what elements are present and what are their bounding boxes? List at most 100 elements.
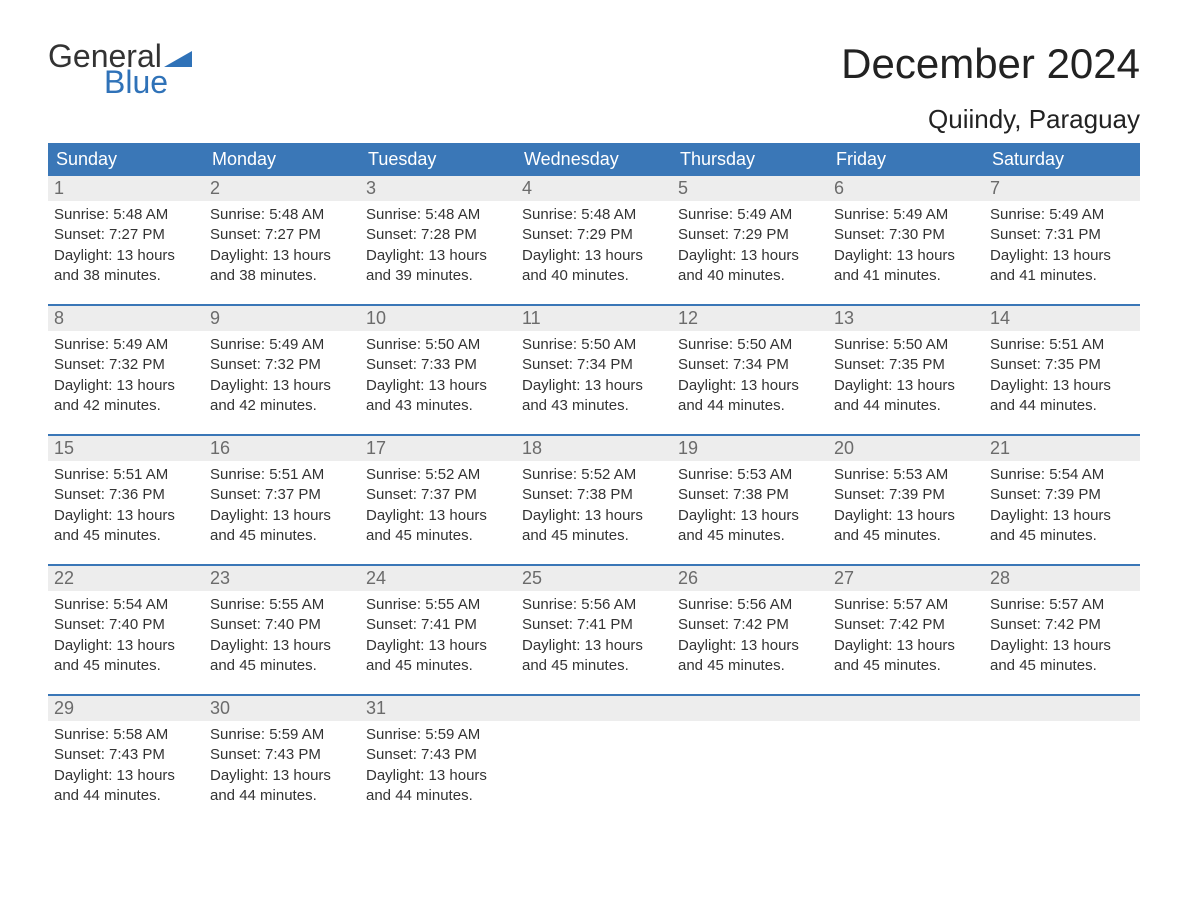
week-row: 29Sunrise: 5:58 AMSunset: 7:43 PMDayligh… [48, 694, 1140, 812]
day-number: 22 [48, 566, 204, 591]
day-body: Sunrise: 5:57 AMSunset: 7:42 PMDaylight:… [984, 591, 1140, 682]
day-body: Sunrise: 5:50 AMSunset: 7:34 PMDaylight:… [516, 331, 672, 422]
calendar-day: 21Sunrise: 5:54 AMSunset: 7:39 PMDayligh… [984, 436, 1140, 552]
weekday-tuesday: Tuesday [360, 143, 516, 176]
day-number [828, 696, 984, 721]
day-number: 2 [204, 176, 360, 201]
day-body [828, 721, 984, 731]
calendar-day: 5Sunrise: 5:49 AMSunset: 7:29 PMDaylight… [672, 176, 828, 292]
day-body: Sunrise: 5:48 AMSunset: 7:29 PMDaylight:… [516, 201, 672, 292]
day-number: 31 [360, 696, 516, 721]
weekday-monday: Monday [204, 143, 360, 176]
day-body: Sunrise: 5:56 AMSunset: 7:41 PMDaylight:… [516, 591, 672, 682]
day-number: 27 [828, 566, 984, 591]
logo: General Blue [48, 40, 192, 98]
day-body [984, 721, 1140, 731]
calendar-day: 20Sunrise: 5:53 AMSunset: 7:39 PMDayligh… [828, 436, 984, 552]
day-body: Sunrise: 5:50 AMSunset: 7:33 PMDaylight:… [360, 331, 516, 422]
day-number: 28 [984, 566, 1140, 591]
day-number: 10 [360, 306, 516, 331]
weekday-saturday: Saturday [984, 143, 1140, 176]
calendar-day: 23Sunrise: 5:55 AMSunset: 7:40 PMDayligh… [204, 566, 360, 682]
calendar-day: 8Sunrise: 5:49 AMSunset: 7:32 PMDaylight… [48, 306, 204, 422]
day-body: Sunrise: 5:57 AMSunset: 7:42 PMDaylight:… [828, 591, 984, 682]
day-number: 21 [984, 436, 1140, 461]
weekday-header-row: SundayMondayTuesdayWednesdayThursdayFrid… [48, 143, 1140, 176]
day-number: 19 [672, 436, 828, 461]
calendar-day: 26Sunrise: 5:56 AMSunset: 7:42 PMDayligh… [672, 566, 828, 682]
day-body [672, 721, 828, 731]
calendar-day: 22Sunrise: 5:54 AMSunset: 7:40 PMDayligh… [48, 566, 204, 682]
day-body: Sunrise: 5:48 AMSunset: 7:27 PMDaylight:… [204, 201, 360, 292]
day-number: 5 [672, 176, 828, 201]
calendar-day: 28Sunrise: 5:57 AMSunset: 7:42 PMDayligh… [984, 566, 1140, 682]
day-number: 30 [204, 696, 360, 721]
day-body: Sunrise: 5:51 AMSunset: 7:37 PMDaylight:… [204, 461, 360, 552]
calendar-day: 11Sunrise: 5:50 AMSunset: 7:34 PMDayligh… [516, 306, 672, 422]
calendar-day: 7Sunrise: 5:49 AMSunset: 7:31 PMDaylight… [984, 176, 1140, 292]
day-number: 13 [828, 306, 984, 331]
week-row: 22Sunrise: 5:54 AMSunset: 7:40 PMDayligh… [48, 564, 1140, 682]
day-number: 9 [204, 306, 360, 331]
calendar-day: 16Sunrise: 5:51 AMSunset: 7:37 PMDayligh… [204, 436, 360, 552]
calendar-day: 29Sunrise: 5:58 AMSunset: 7:43 PMDayligh… [48, 696, 204, 812]
day-body: Sunrise: 5:54 AMSunset: 7:40 PMDaylight:… [48, 591, 204, 682]
day-body: Sunrise: 5:49 AMSunset: 7:31 PMDaylight:… [984, 201, 1140, 292]
day-body: Sunrise: 5:51 AMSunset: 7:36 PMDaylight:… [48, 461, 204, 552]
location-subtitle: Quiindy, Paraguay [48, 104, 1140, 135]
calendar-day: 31Sunrise: 5:59 AMSunset: 7:43 PMDayligh… [360, 696, 516, 812]
day-number: 8 [48, 306, 204, 331]
day-number: 11 [516, 306, 672, 331]
calendar-day: 25Sunrise: 5:56 AMSunset: 7:41 PMDayligh… [516, 566, 672, 682]
calendar-day: 13Sunrise: 5:50 AMSunset: 7:35 PMDayligh… [828, 306, 984, 422]
day-body: Sunrise: 5:56 AMSunset: 7:42 PMDaylight:… [672, 591, 828, 682]
day-number: 23 [204, 566, 360, 591]
logo-text-blue: Blue [104, 66, 192, 98]
calendar-day: 2Sunrise: 5:48 AMSunset: 7:27 PMDaylight… [204, 176, 360, 292]
day-body: Sunrise: 5:50 AMSunset: 7:35 PMDaylight:… [828, 331, 984, 422]
calendar-day: 6Sunrise: 5:49 AMSunset: 7:30 PMDaylight… [828, 176, 984, 292]
day-body: Sunrise: 5:53 AMSunset: 7:38 PMDaylight:… [672, 461, 828, 552]
day-body: Sunrise: 5:49 AMSunset: 7:29 PMDaylight:… [672, 201, 828, 292]
calendar-day: 9Sunrise: 5:49 AMSunset: 7:32 PMDaylight… [204, 306, 360, 422]
logo-flag-icon [164, 49, 192, 67]
weekday-friday: Friday [828, 143, 984, 176]
week-row: 15Sunrise: 5:51 AMSunset: 7:36 PMDayligh… [48, 434, 1140, 552]
day-body: Sunrise: 5:53 AMSunset: 7:39 PMDaylight:… [828, 461, 984, 552]
day-body: Sunrise: 5:51 AMSunset: 7:35 PMDaylight:… [984, 331, 1140, 422]
calendar-day: 12Sunrise: 5:50 AMSunset: 7:34 PMDayligh… [672, 306, 828, 422]
calendar-day [672, 696, 828, 812]
day-body [516, 721, 672, 731]
calendar-day: 18Sunrise: 5:52 AMSunset: 7:38 PMDayligh… [516, 436, 672, 552]
calendar-day [984, 696, 1140, 812]
week-row: 8Sunrise: 5:49 AMSunset: 7:32 PMDaylight… [48, 304, 1140, 422]
day-body: Sunrise: 5:59 AMSunset: 7:43 PMDaylight:… [204, 721, 360, 812]
day-number: 14 [984, 306, 1140, 331]
weekday-wednesday: Wednesday [516, 143, 672, 176]
week-row: 1Sunrise: 5:48 AMSunset: 7:27 PMDaylight… [48, 176, 1140, 292]
day-body: Sunrise: 5:55 AMSunset: 7:41 PMDaylight:… [360, 591, 516, 682]
calendar-day: 10Sunrise: 5:50 AMSunset: 7:33 PMDayligh… [360, 306, 516, 422]
day-body: Sunrise: 5:48 AMSunset: 7:28 PMDaylight:… [360, 201, 516, 292]
day-body: Sunrise: 5:59 AMSunset: 7:43 PMDaylight:… [360, 721, 516, 812]
calendar-day [516, 696, 672, 812]
day-number: 29 [48, 696, 204, 721]
day-number: 6 [828, 176, 984, 201]
calendar-day [828, 696, 984, 812]
calendar-day: 4Sunrise: 5:48 AMSunset: 7:29 PMDaylight… [516, 176, 672, 292]
calendar-day: 15Sunrise: 5:51 AMSunset: 7:36 PMDayligh… [48, 436, 204, 552]
weekday-thursday: Thursday [672, 143, 828, 176]
calendar-day: 30Sunrise: 5:59 AMSunset: 7:43 PMDayligh… [204, 696, 360, 812]
day-body: Sunrise: 5:49 AMSunset: 7:32 PMDaylight:… [48, 331, 204, 422]
day-number: 20 [828, 436, 984, 461]
day-number: 17 [360, 436, 516, 461]
calendar-day: 14Sunrise: 5:51 AMSunset: 7:35 PMDayligh… [984, 306, 1140, 422]
day-body: Sunrise: 5:49 AMSunset: 7:32 PMDaylight:… [204, 331, 360, 422]
day-number [672, 696, 828, 721]
day-body: Sunrise: 5:52 AMSunset: 7:38 PMDaylight:… [516, 461, 672, 552]
day-number: 16 [204, 436, 360, 461]
page-title: December 2024 [841, 40, 1140, 88]
day-body: Sunrise: 5:52 AMSunset: 7:37 PMDaylight:… [360, 461, 516, 552]
calendar-day: 24Sunrise: 5:55 AMSunset: 7:41 PMDayligh… [360, 566, 516, 682]
calendar-day: 3Sunrise: 5:48 AMSunset: 7:28 PMDaylight… [360, 176, 516, 292]
